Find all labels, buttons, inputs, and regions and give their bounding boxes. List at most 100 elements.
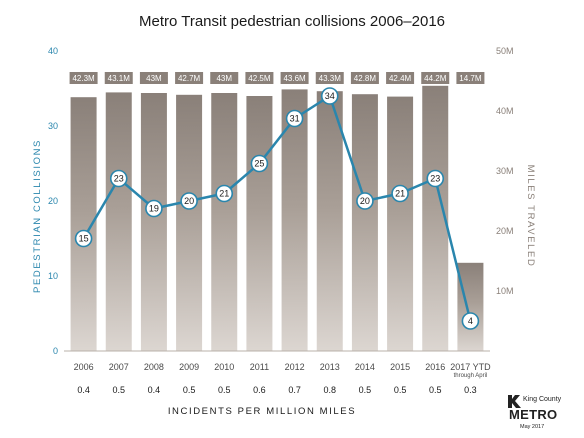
miles-label-box xyxy=(175,72,204,84)
collision-points-group: 15 23 19 20 21 25 31 34 20 21 23 4 xyxy=(74,87,480,330)
miles-label: 43M xyxy=(146,74,162,83)
rate-value: 0.5 xyxy=(218,385,231,395)
miles-label: 42.4M xyxy=(389,74,412,83)
collision-value-label: 20 xyxy=(184,196,194,206)
miles-labels-group: 42.3M 43.1M 43M 42.7M 43M 42.5M 43.6M 43.3M 42.8… xyxy=(69,72,485,84)
miles-label-box xyxy=(421,72,450,84)
right-axis-ticks: 10M 20M 30M 40M 50M xyxy=(496,46,514,296)
miles-bar-2008 xyxy=(140,93,167,351)
miles-label-box xyxy=(69,72,98,84)
left-axis-ticks: 0 10 20 30 40 xyxy=(48,46,58,356)
king-county-metro-logo: King County METRO May 2017 xyxy=(508,395,562,430)
collision-point xyxy=(391,184,409,203)
miles-label-box xyxy=(456,72,485,84)
right-tick-label: 50M xyxy=(496,46,514,56)
category-label: 2013 xyxy=(320,362,340,372)
rate-value: 0.8 xyxy=(323,385,336,395)
collision-value-label: 25 xyxy=(254,159,264,169)
miles-label: 44.2M xyxy=(424,74,447,83)
miles-label-box xyxy=(210,72,239,84)
category-label: 2017 YTD xyxy=(450,362,491,372)
left-tick-label: 30 xyxy=(48,121,58,131)
category-labels: 2006 2007 2008 2009 2010 2011 2012 2013 2014 2015… xyxy=(74,362,492,379)
miles-label-box xyxy=(350,72,379,84)
miles-label: 42.7M xyxy=(178,74,201,83)
miles-bar-2014 xyxy=(351,94,378,351)
miles-label-box xyxy=(139,72,168,84)
category-label: 2007 xyxy=(109,362,129,372)
right-axis-label: MILES TRAVELED xyxy=(525,165,536,268)
miles-label: 42.3M xyxy=(72,74,95,83)
right-tick-label: 40M xyxy=(496,106,514,116)
collision-point xyxy=(461,312,480,330)
miles-bar-2015 xyxy=(387,96,414,351)
miles-label: 43.6M xyxy=(283,74,306,83)
left-tick-label: 20 xyxy=(48,196,58,206)
rate-value: 0.7 xyxy=(288,385,301,395)
miles-bar-2013 xyxy=(316,91,343,351)
rate-value: 0.3 xyxy=(464,385,477,395)
miles-label: 43.3M xyxy=(319,74,342,83)
collision-point xyxy=(145,199,163,218)
collision-value-label: 15 xyxy=(79,234,89,244)
rate-value: 0.5 xyxy=(394,385,407,395)
miles-label-box xyxy=(386,72,415,84)
category-label: 2014 xyxy=(355,362,375,372)
logo-date: May 2017 xyxy=(520,424,544,430)
miles-label: 14.7M xyxy=(459,74,482,83)
miles-label: 43M xyxy=(216,74,232,83)
collision-point xyxy=(74,229,93,248)
miles-label: 43.1M xyxy=(108,74,131,83)
collision-value-label: 20 xyxy=(360,196,370,206)
logo-name: METRO xyxy=(509,407,557,422)
left-tick-label: 0 xyxy=(53,346,58,356)
category-label: 2012 xyxy=(285,362,305,372)
collision-value-label: 23 xyxy=(114,174,124,184)
miles-label-box xyxy=(245,72,274,84)
rate-value: 0.5 xyxy=(183,385,196,395)
category-label: 2011 xyxy=(250,362,269,372)
right-tick-label: 30M xyxy=(496,166,514,176)
rate-value: 0.5 xyxy=(112,385,125,395)
category-label: 2008 xyxy=(144,362,164,372)
category-note: through April xyxy=(454,373,488,379)
collision-point xyxy=(180,192,198,210)
miles-label: 42.8M xyxy=(354,74,377,83)
miles-bar-2010 xyxy=(211,93,238,351)
miles-bar-2007 xyxy=(105,92,132,352)
miles-label-box xyxy=(315,72,344,84)
collision-point xyxy=(426,169,445,188)
rate-value: 0.4 xyxy=(77,385,90,395)
collision-value-label: 31 xyxy=(290,114,300,124)
miles-label: 42.5M xyxy=(248,74,271,83)
crown-icon xyxy=(508,395,521,408)
chart-title: Metro Transit pedestrian collisions 2006… xyxy=(139,13,445,30)
collision-point xyxy=(215,184,234,203)
category-label: 2009 xyxy=(179,362,199,372)
category-label: 2015 xyxy=(390,362,410,372)
logo-org: King County xyxy=(523,396,562,403)
rate-value: 0.5 xyxy=(359,385,372,395)
collision-point xyxy=(356,192,374,210)
collision-value-label: 34 xyxy=(325,91,335,101)
miles-bar-2017-ytd xyxy=(457,262,484,351)
category-label: 2006 xyxy=(74,362,94,372)
collision-point xyxy=(320,87,339,105)
miles-bar-2012 xyxy=(281,89,308,352)
left-tick-label: 40 xyxy=(48,46,58,56)
x-axis-label: INCIDENTS PER MILLION MILES xyxy=(168,406,356,417)
left-tick-label: 10 xyxy=(48,271,58,281)
right-tick-label: 20M xyxy=(496,226,514,236)
collision-value-label: 19 xyxy=(149,204,159,214)
collision-point xyxy=(285,109,304,128)
left-axis-label: PEDESTRIAN COLLISIONS xyxy=(32,139,43,293)
category-label: 2016 xyxy=(425,362,445,372)
collision-value-label: 21 xyxy=(395,189,405,199)
rate-value: 0.4 xyxy=(148,385,161,395)
bars-group xyxy=(70,85,484,352)
collision-point xyxy=(109,169,128,188)
collision-value-label: 23 xyxy=(430,174,440,184)
collision-value-label: 4 xyxy=(468,316,473,326)
